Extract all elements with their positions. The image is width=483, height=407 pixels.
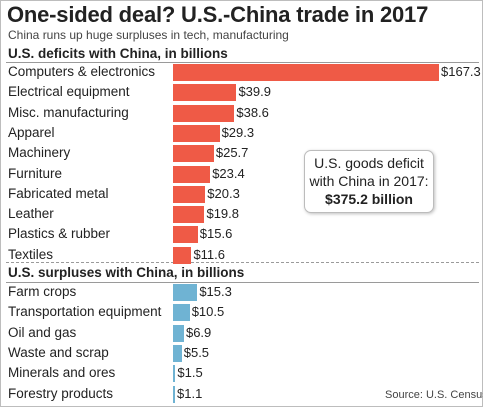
deficit-category-label: Furniture: [8, 166, 63, 181]
deficit-category-label: Computers & electronics: [8, 64, 156, 79]
surplus-bar: [173, 386, 175, 403]
deficit-value-label: $23.4: [212, 166, 245, 181]
deficit-value-label: $15.6: [199, 226, 233, 241]
chart-subtitle: China runs up huge surpluses in tech, ma…: [8, 28, 289, 42]
deficit-value-label: $20.3: [207, 186, 240, 201]
callout-line-1: U.S. goods deficit: [314, 155, 424, 171]
surplus-section-title: U.S. surpluses with China, in billions: [8, 265, 245, 280]
deficit-category-label: Misc. manufacturing: [8, 105, 129, 120]
deficit-category-label: Textiles: [8, 247, 54, 262]
surplus-category-label: Waste and scrap: [8, 345, 109, 360]
chart-title: One-sided deal? U.S.-China trade in 2017: [7, 2, 429, 27]
surplus-value-label: $1.1: [177, 386, 203, 401]
deficit-category-label: Apparel: [8, 125, 55, 140]
surplus-bar: [173, 304, 190, 321]
deficit-bar: [173, 84, 237, 101]
deficit-category-label: Electrical equipment: [8, 84, 130, 99]
deficit-value-label: $25.7: [215, 145, 249, 160]
deficit-bar: [173, 206, 205, 223]
deficit-value-label: $29.3: [221, 125, 255, 140]
surplus-bar: [173, 284, 198, 301]
surplus-value-label: $5.5: [183, 345, 210, 360]
deficit-bar: [173, 226, 198, 243]
deficit-value-label: $167.3: [441, 64, 481, 79]
deficit-bar: [173, 105, 235, 122]
surplus-value-label: $1.5: [177, 365, 203, 380]
deficit-category-label: Machinery: [8, 145, 71, 160]
surplus-category-label: Farm crops: [8, 284, 77, 299]
surplus-category-label: Oil and gas: [8, 325, 77, 340]
surplus-category-label: Minerals and ores: [8, 365, 116, 380]
source-note: Source: U.S. Census: [385, 389, 483, 401]
deficit-bar: [173, 125, 220, 142]
surplus-category-label: Transportation equipment: [8, 304, 162, 319]
deficit-value-label: $39.9: [238, 84, 271, 99]
deficit-value-label: $19.8: [206, 206, 240, 221]
deficit-bar: [173, 166, 211, 183]
deficit-bar: [173, 247, 192, 264]
deficit-section-divider: [6, 62, 479, 63]
deficit-category-label: Fabricated metal: [8, 186, 109, 201]
surplus-value-label: $6.9: [185, 325, 212, 340]
surplus-bar: [173, 365, 176, 382]
surplus-bar: [173, 325, 184, 342]
deficit-category-label: Leather: [8, 206, 54, 221]
deficit-category-label: Plastics & rubber: [8, 226, 111, 241]
deficit-bar: [173, 186, 206, 203]
surplus-value-label: $10.5: [191, 304, 225, 319]
deficit-bar: [173, 145, 214, 162]
section-separator: [6, 262, 479, 263]
surplus-category-label: Forestry products: [8, 386, 114, 401]
deficit-value-label: $11.6: [193, 247, 226, 262]
total-deficit-callout: U.S. goods deficit with China in 2017: $…: [304, 150, 434, 213]
surplus-bar: [173, 345, 182, 362]
callout-line-2: with China in 2017:: [309, 173, 429, 189]
callout-amount: $375.2 billion: [325, 191, 413, 207]
deficit-value-label: $38.6: [236, 105, 269, 120]
deficit-bar: [173, 64, 439, 81]
surplus-value-label: $15.3: [199, 284, 232, 299]
surplus-section-divider: [6, 282, 479, 283]
deficit-section-title: U.S. deficits with China, in billions: [8, 46, 228, 61]
